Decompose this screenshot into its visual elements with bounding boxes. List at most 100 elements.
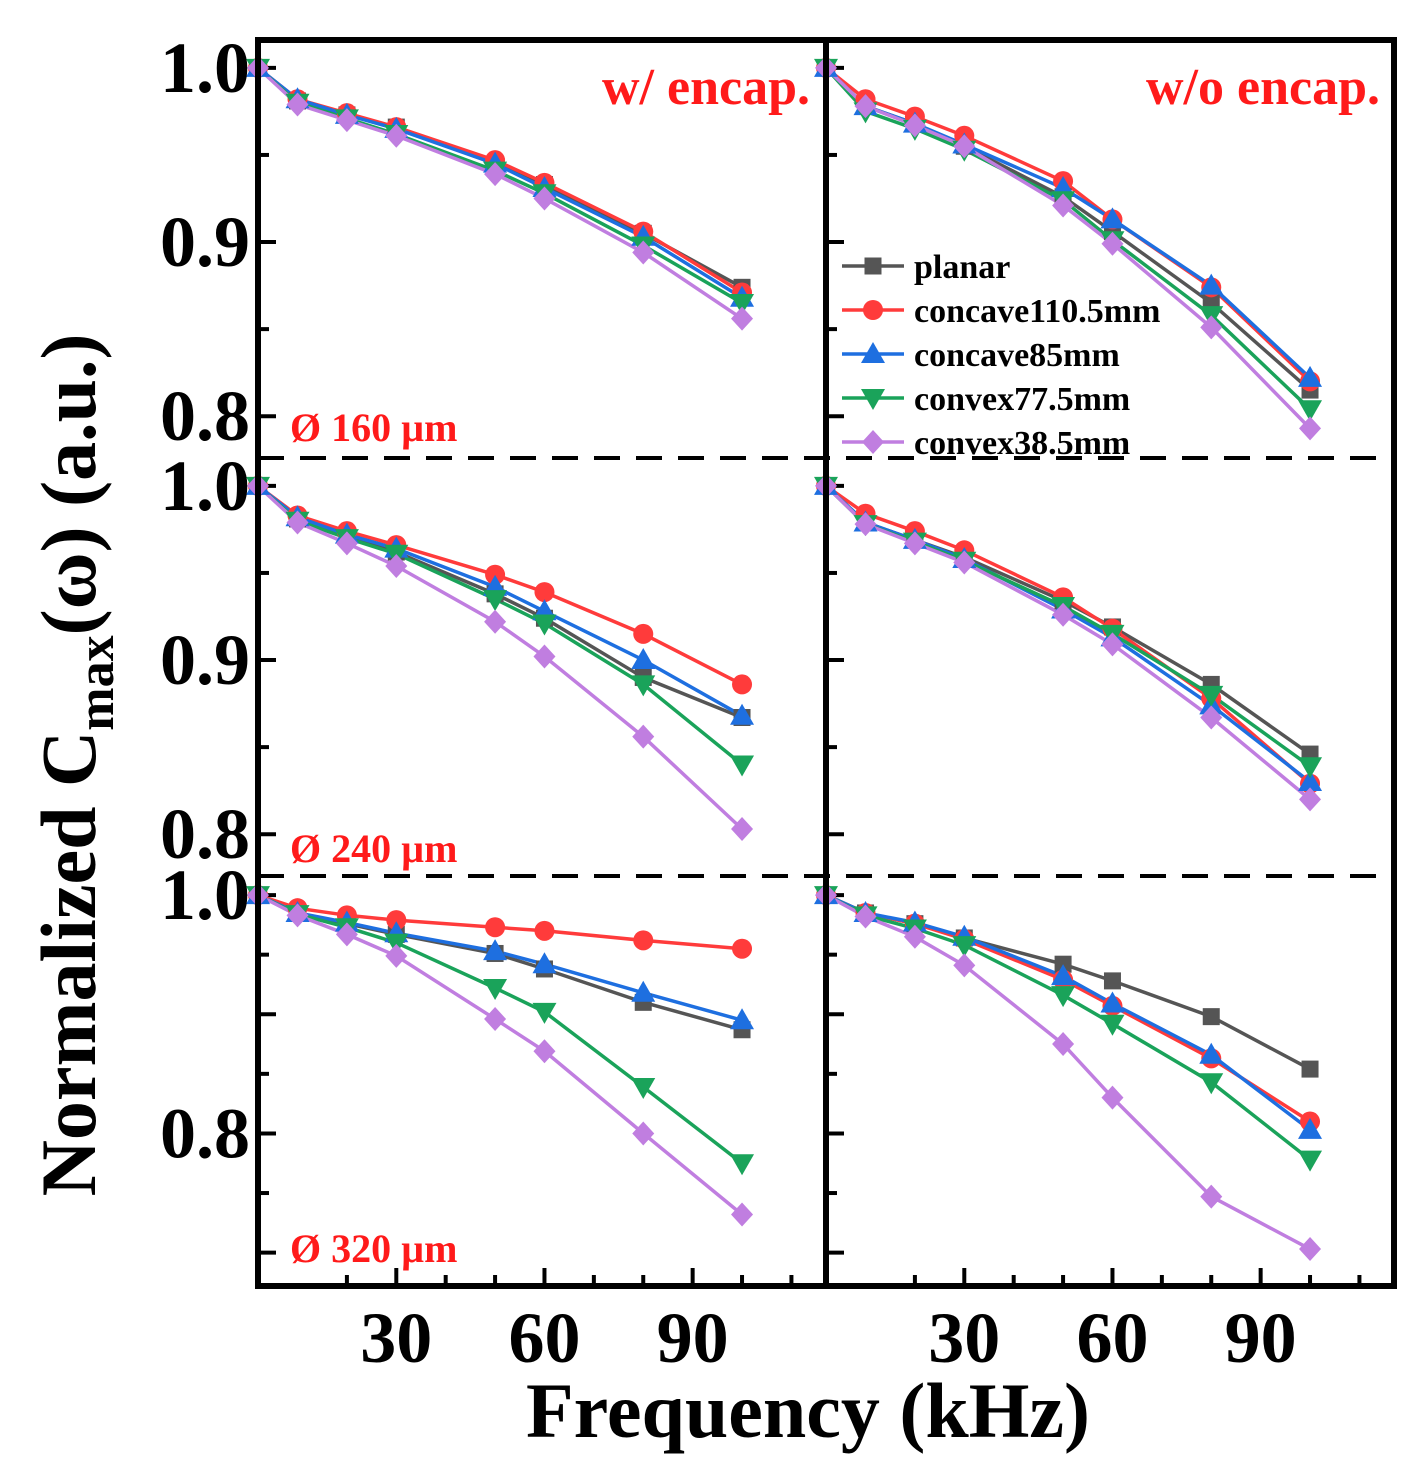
- legend-marker-planar: [864, 257, 882, 275]
- data-point-convex38.5mm: [953, 550, 976, 575]
- x-tick-label: 90: [657, 1298, 729, 1378]
- legend-label: concave85mm: [914, 337, 1120, 374]
- data-point-concave110.5mm: [534, 920, 555, 941]
- data-point-concave110.5mm: [534, 582, 555, 603]
- data-point-concave85mm: [1298, 769, 1323, 791]
- data-point-convex38.5mm: [903, 113, 926, 138]
- data-point-convex38.5mm: [484, 609, 507, 634]
- data-point-convex38.5mm: [731, 1202, 754, 1227]
- data-point-convex38.5mm: [1101, 1085, 1124, 1110]
- y-tick-label: 0.9: [160, 202, 250, 282]
- data-point-concave85mm: [483, 939, 508, 961]
- data-point-convex38.5mm: [1200, 705, 1223, 730]
- data-point-convex38.5mm: [903, 531, 926, 556]
- data-point-concave85mm: [1298, 1117, 1323, 1139]
- data-point-convex38.5mm: [286, 510, 309, 535]
- y-axis-title-main: Normalized C: [25, 731, 112, 1197]
- data-point-convex77.5mm: [1100, 1014, 1125, 1036]
- data-point-convex38.5mm: [1101, 231, 1124, 256]
- legend-item-concave110.5mm: concave110.5mm: [842, 293, 1160, 330]
- data-point-convex77.5mm: [952, 936, 977, 958]
- data-point-concave85mm: [631, 980, 656, 1002]
- data-point-concave85mm: [1199, 1042, 1224, 1064]
- series-line-convex38.5mm: [256, 484, 744, 831]
- panel-160um-w-encap: [246, 55, 755, 419]
- y-tick-label: 0.8: [160, 376, 250, 456]
- data-point-convex38.5mm: [286, 92, 309, 117]
- data-point-concave85mm: [631, 648, 656, 670]
- data-point-convex77.5mm: [483, 979, 508, 1001]
- data-point-convex38.5mm: [335, 531, 358, 556]
- y-axis-title: Normalized Cmax(ω) (a.u.): [25, 334, 125, 1197]
- legend-label: convex38.5mm: [914, 425, 1130, 462]
- panel-160um-wo-encap: [814, 55, 1323, 441]
- data-point-convex38.5mm: [484, 162, 507, 187]
- data-point-concave110.5mm: [732, 674, 753, 695]
- data-point-convex38.5mm: [1299, 1237, 1322, 1262]
- y-axis-title-tail: (ω) (a.u.): [25, 334, 112, 636]
- y-tick-label: 0.8: [160, 1093, 250, 1173]
- data-point-convex38.5mm: [484, 1007, 507, 1032]
- panel-320um-wo-encap: [814, 883, 1362, 1286]
- y-tick-label: 1.0: [160, 28, 250, 108]
- legend-item-convex77.5mm: convex77.5mm: [842, 381, 1130, 418]
- data-point-planar: [1301, 1060, 1319, 1078]
- legend-item-convex38.5mm: convex38.5mm: [842, 425, 1130, 462]
- series-line-planar: [257, 893, 743, 1032]
- data-point-convex38.5mm: [1052, 602, 1075, 627]
- data-point-convex77.5mm: [532, 1002, 557, 1024]
- x-tick-label: 60: [1076, 1298, 1148, 1378]
- data-point-convex77.5mm: [1051, 986, 1076, 1008]
- row-label-160um: Ø 160 µm: [290, 405, 457, 450]
- data-point-convex38.5mm: [286, 903, 309, 928]
- legend-marker-convex77.5mm: [861, 389, 885, 410]
- y-tick-label: 1.0: [160, 855, 250, 935]
- data-point-convex38.5mm: [632, 724, 655, 749]
- data-point-convex38.5mm: [1101, 632, 1124, 657]
- data-point-convex38.5mm: [1052, 193, 1075, 218]
- data-point-convex77.5mm: [1298, 757, 1323, 779]
- data-point-convex38.5mm: [953, 953, 976, 978]
- legend-item-concave85mm: concave85mm: [842, 337, 1120, 374]
- data-point-convex38.5mm: [632, 1121, 655, 1146]
- y-axis-title-sub: max: [68, 635, 125, 730]
- x-tick-label: 60: [508, 1298, 580, 1378]
- data-point-concave85mm: [730, 703, 755, 725]
- data-point-convex38.5mm: [385, 553, 408, 578]
- data-point-convex38.5mm: [854, 904, 877, 929]
- column-title-wo-encap: w/o encap.: [1146, 59, 1380, 116]
- data-point-convex38.5mm: [1200, 315, 1223, 340]
- data-point-concave110.5mm: [633, 623, 654, 644]
- data-point-concave110.5mm: [633, 930, 654, 951]
- data-point-convex38.5mm: [731, 306, 754, 331]
- legend: planar concave110.5mm concave85mm convex77.…: [842, 249, 1160, 462]
- x-tick-label: 30: [928, 1298, 1000, 1378]
- data-point-convex38.5mm: [1200, 1184, 1223, 1209]
- legend-marker-convex38.5mm: [862, 430, 884, 454]
- legend-marker-concave110.5mm: [863, 300, 883, 320]
- row-label-320um: Ø 320 µm: [290, 1226, 457, 1271]
- legend-label: concave110.5mm: [914, 293, 1160, 330]
- data-point-convex38.5mm: [533, 644, 556, 669]
- legend-marker-concave85mm: [861, 342, 885, 363]
- data-point-convex77.5mm: [1199, 685, 1224, 707]
- data-point-concave110.5mm: [386, 910, 407, 931]
- data-point-concave110.5mm: [485, 917, 506, 938]
- x-axis-title: Frequency (kHz): [526, 1367, 1090, 1454]
- data-point-convex38.5mm: [1299, 787, 1322, 812]
- column-title-w-encap: w/ encap.: [602, 59, 810, 116]
- data-point-convex77.5mm: [1298, 1150, 1323, 1172]
- data-point-convex38.5mm: [731, 816, 754, 841]
- panel-320um-w-encap: [246, 883, 794, 1286]
- y-tick-label: 0.8: [160, 794, 250, 874]
- series-line-convex77.5mm: [825, 893, 1312, 1162]
- data-point-concave110.5mm: [485, 564, 506, 585]
- data-point-convex77.5mm: [1199, 1073, 1224, 1095]
- data-point-convex38.5mm: [533, 1039, 556, 1064]
- data-point-convex38.5mm: [335, 108, 358, 133]
- data-point-convex77.5mm: [730, 293, 755, 315]
- data-point-convex77.5mm: [730, 755, 755, 777]
- data-point-convex38.5mm: [854, 94, 877, 119]
- data-point-convex38.5mm: [385, 123, 408, 148]
